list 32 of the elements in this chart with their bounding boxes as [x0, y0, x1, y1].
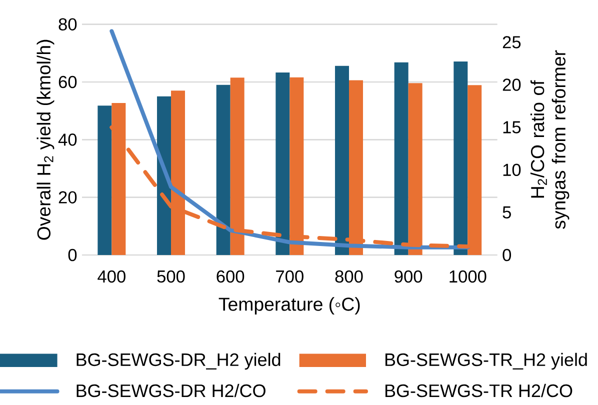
bar [157, 96, 172, 255]
bar [454, 62, 468, 255]
y-axis-title: Overall H$_{2}$ yield (kmol/h) [36, 40, 54, 240]
bar [394, 62, 408, 255]
legend-label: BG-SEWGS-DR H2/CO [76, 384, 266, 398]
x-tick-label: 400 [98, 270, 126, 283]
y2-tick-label: 25 [502, 36, 521, 48]
y2-tick-label: 0 [502, 248, 512, 262]
bar [276, 72, 290, 255]
y-tick-label: 60 [58, 76, 77, 88]
bar [216, 84, 230, 255]
y2-tick-label: 20 [502, 78, 521, 91]
x-tick-label: 1000 [450, 270, 486, 283]
bar [98, 106, 112, 255]
legend-label: BG-SEWGS-DR_H2 yield [76, 352, 280, 370]
bar [335, 66, 349, 255]
x-axis-title: Temperature (◦C) [218, 297, 360, 315]
x-tick-label: 600 [216, 270, 244, 283]
legend-label: BG-SEWGS-TR_H2 yield [385, 352, 587, 370]
y2-tick-label: 5 [502, 206, 511, 218]
y-tick-label: 80 [58, 18, 77, 30]
y-tick-label: 40 [58, 134, 77, 146]
y2-tick-label: 15 [503, 121, 521, 134]
y-tick-label: 0 [68, 248, 77, 262]
x-tick-label: 700 [276, 270, 304, 283]
x-tick-label: 900 [394, 270, 422, 283]
legend-label: BG-SEWGS-TR H2/CO [385, 384, 572, 398]
y2-tick-label: 10 [503, 164, 521, 176]
x-tick-label: 500 [157, 270, 185, 283]
y-tick-label: 20 [58, 191, 77, 204]
line-series [110, 29, 470, 250]
x-tick-label: 800 [335, 270, 363, 283]
